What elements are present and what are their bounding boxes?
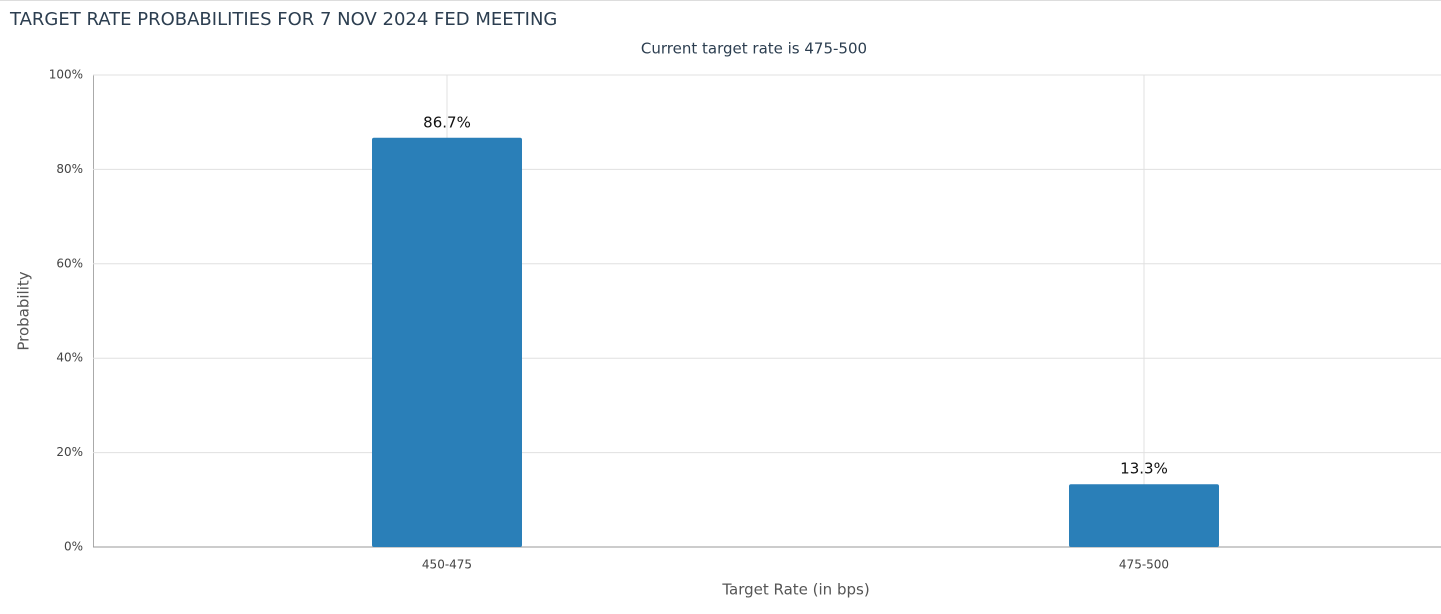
x-axis-title: Target Rate (in bps) — [721, 581, 869, 599]
y-tick-label: 100% — [49, 68, 83, 82]
x-tick-label: 450-475 — [422, 558, 472, 572]
y-tick-label: 80% — [56, 162, 83, 176]
y-axis-title: Probability — [15, 271, 33, 350]
chart-subtitle: Current target rate is 475-500 — [641, 40, 867, 58]
chart-title: TARGET RATE PROBABILITIES FOR 7 NOV 2024… — [9, 9, 557, 30]
y-tick-label: 40% — [56, 351, 83, 365]
y-tick-label: 0% — [64, 540, 83, 554]
y-tick-label: 20% — [56, 445, 83, 459]
data-label: 13.3% — [1120, 460, 1168, 478]
x-tick-label: 475-500 — [1119, 558, 1169, 572]
bar — [1069, 484, 1219, 547]
bar — [372, 137, 522, 547]
y-tick-label: 60% — [56, 256, 83, 270]
data-label: 86.7% — [423, 113, 471, 131]
